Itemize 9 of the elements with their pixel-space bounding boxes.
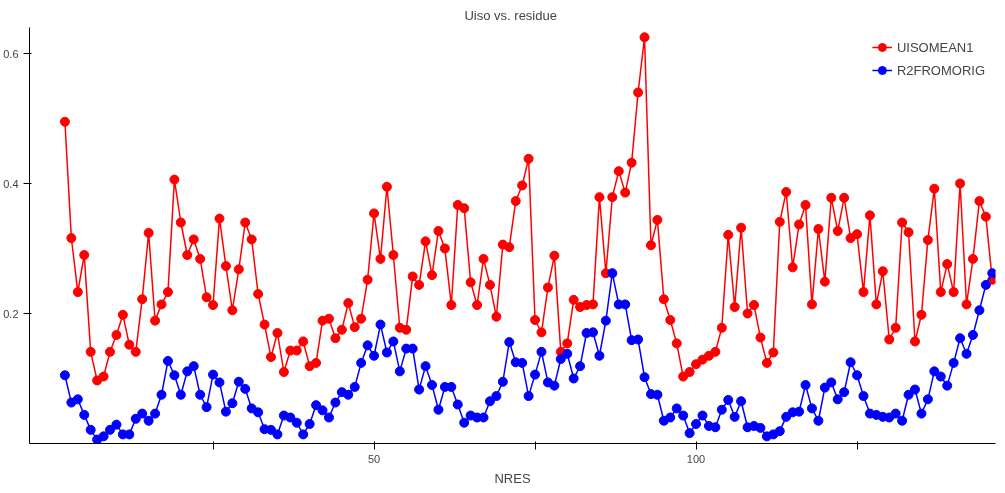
- legend-label: UISOMEAN1: [896, 39, 974, 55]
- x-tick-label: 100: [686, 452, 706, 465]
- legend-label: R2FROMORIG: [896, 62, 985, 78]
- y-tick-label: 0.4: [3, 177, 19, 190]
- y-tick-label: 0.2: [3, 307, 19, 320]
- x-axis-title: NRES: [494, 470, 531, 486]
- chart-title: Uiso vs. residue: [464, 7, 557, 23]
- y-tick-label: 0.6: [3, 47, 19, 60]
- x-tick-label: 50: [367, 452, 381, 465]
